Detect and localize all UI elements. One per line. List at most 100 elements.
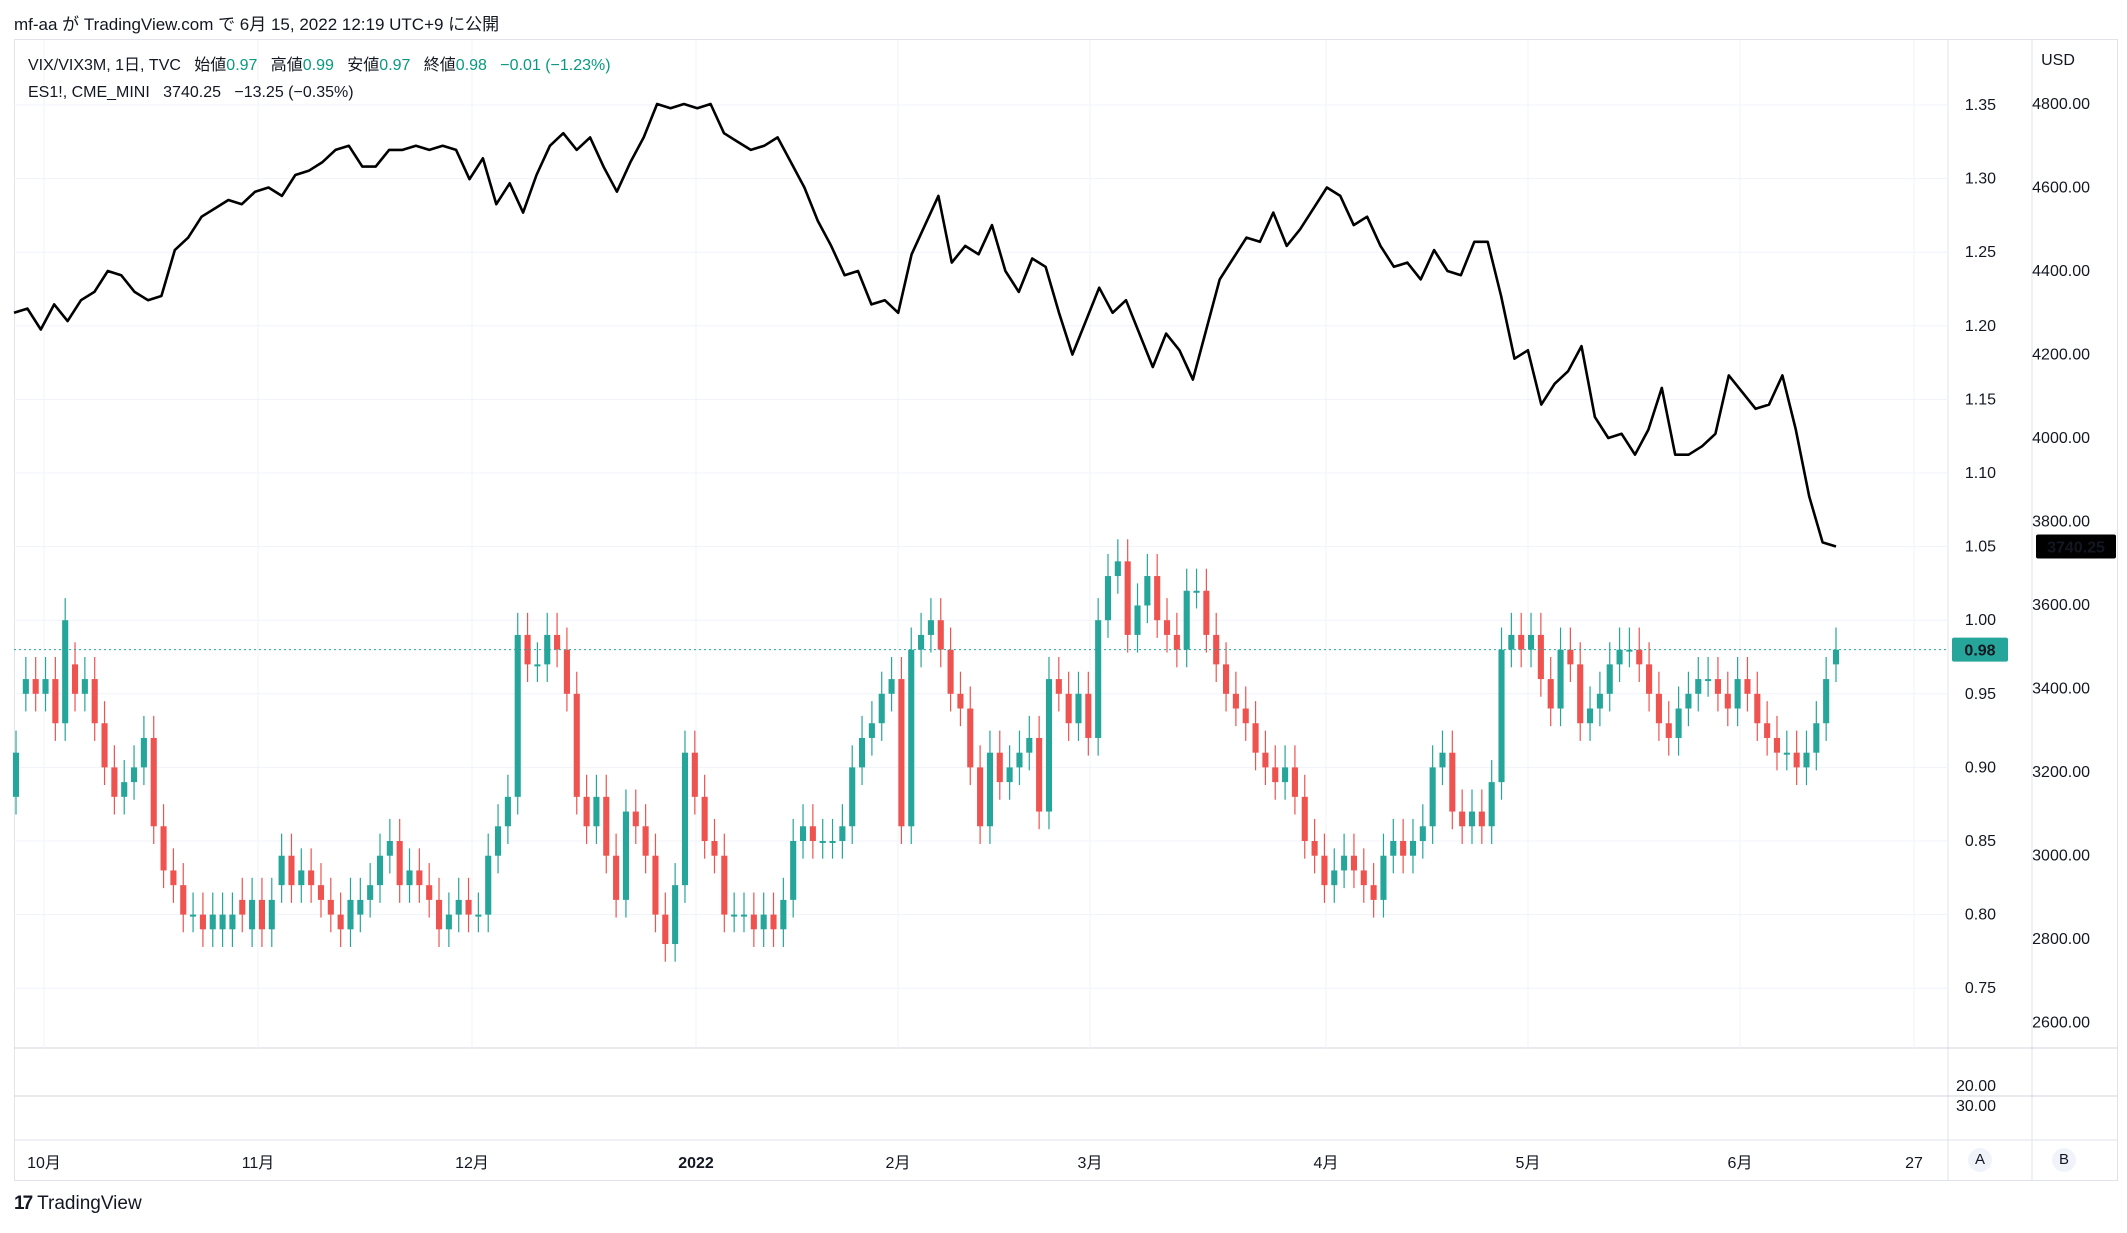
right-scale-label: 3800.00 — [2032, 514, 2090, 531]
candle-body — [1075, 693, 1082, 724]
candle-body — [691, 752, 698, 797]
candle-body — [1606, 664, 1613, 694]
candle-body — [1813, 723, 1820, 753]
legend-row-ratio: VIX/VIX3M, 1日, TVC 始値0.97 高値0.99 安値0.97 … — [28, 52, 611, 79]
candle-body — [622, 811, 629, 900]
candle-body — [573, 693, 580, 797]
scale-button-b[interactable]: B — [2052, 1148, 2076, 1172]
candle-body — [219, 914, 226, 930]
right-scale-label: 4800.00 — [2032, 96, 2090, 113]
candle-body — [426, 885, 433, 900]
scale-button-a[interactable]: A — [1968, 1148, 1992, 1172]
last-price-badge-ratio — [1952, 637, 2008, 662]
candle-body — [1154, 576, 1161, 621]
candle-body — [908, 649, 915, 827]
candle-body — [967, 708, 974, 768]
candle-body — [1370, 885, 1377, 900]
candle-body — [1626, 649, 1633, 652]
candle-body — [770, 914, 777, 930]
candle-body — [1341, 855, 1348, 871]
candle-body — [1724, 693, 1731, 709]
legend-close-value: 0.98 — [455, 57, 487, 74]
left-scale-label: 1.00 — [1965, 612, 1996, 629]
candle-body — [1468, 811, 1476, 827]
candle-body — [32, 679, 39, 694]
right-scale-label: 3600.00 — [2032, 597, 2090, 614]
left-scale-label: 1.20 — [1965, 318, 1996, 335]
candle-body — [1557, 649, 1564, 709]
candle-body — [190, 914, 197, 917]
candle-body — [455, 899, 462, 915]
candle-body — [1547, 679, 1554, 709]
candle-body — [445, 914, 452, 930]
candle-body — [357, 899, 364, 915]
candle-body — [701, 796, 708, 841]
candle-body — [1665, 723, 1672, 738]
candle-body — [740, 914, 748, 917]
candle-body — [1085, 693, 1092, 738]
candle-body — [672, 885, 679, 945]
candle-body — [1163, 620, 1171, 635]
left-scale-label: 0.90 — [1965, 759, 1996, 776]
time-axis-label: 10月 — [27, 1155, 61, 1172]
candle-body — [1636, 649, 1643, 665]
candle-body — [1213, 634, 1220, 665]
candle-body — [268, 899, 275, 930]
candle-body — [1390, 841, 1397, 856]
candle-body — [1744, 679, 1751, 694]
candle-body — [849, 767, 856, 827]
candle-body — [239, 899, 246, 915]
candle-body — [12, 752, 20, 797]
candle-body — [465, 899, 472, 915]
candle-body — [1439, 752, 1446, 768]
candle-body — [652, 855, 659, 915]
right-scale-label: 4600.00 — [2032, 180, 2090, 197]
right-scale-label: 3200.00 — [2032, 764, 2090, 781]
left-scale-label: 1.15 — [1965, 391, 1996, 408]
candle-body — [1045, 679, 1053, 812]
candle-body — [1134, 605, 1141, 635]
candle-body — [937, 620, 944, 650]
candle-body — [613, 855, 620, 900]
candle-body — [140, 737, 147, 768]
candle-body — [1301, 796, 1308, 841]
candle-body — [1321, 855, 1328, 886]
candle-body — [681, 752, 689, 886]
candle-body — [711, 841, 718, 856]
left-scale-label: 0.80 — [1965, 907, 1996, 924]
candle-body — [1508, 634, 1515, 650]
candle-body — [918, 634, 925, 650]
candle-body — [859, 737, 866, 768]
candle-body — [1596, 693, 1603, 709]
candle-body — [121, 782, 128, 797]
candle-body — [868, 723, 875, 738]
chart-frame[interactable] — [14, 39, 2118, 1181]
candle-body — [101, 723, 108, 768]
candle-body — [1173, 634, 1180, 650]
tradingview-logo[interactable]: 17 TradingView — [14, 1193, 142, 1215]
candle-body — [1675, 708, 1682, 738]
legend-high-value: 0.99 — [302, 57, 334, 74]
candle-body — [1498, 649, 1505, 783]
candle-body — [1360, 870, 1367, 886]
candle-body — [1065, 693, 1072, 724]
candle-body — [1409, 841, 1417, 856]
right-scale-label: 2600.00 — [2032, 1015, 2090, 1032]
time-axis-label: 11月 — [242, 1155, 275, 1172]
candle-body — [593, 796, 600, 827]
candle-body — [1252, 723, 1259, 753]
candle-body — [642, 826, 649, 856]
candle-body — [1734, 679, 1741, 709]
candle-body — [367, 885, 374, 900]
time-axis-label: 5月 — [1516, 1155, 1541, 1172]
candle-body — [199, 914, 206, 930]
candle-body — [1242, 708, 1249, 724]
candle-body — [327, 899, 334, 915]
candle-body — [278, 855, 285, 886]
candle-body — [1577, 664, 1584, 724]
candle-body — [406, 870, 413, 886]
legend-symbol-ratio: VIX/VIX3M, 1日, TVC — [28, 57, 181, 74]
candle-body — [927, 620, 934, 635]
candle-body — [1104, 576, 1112, 621]
